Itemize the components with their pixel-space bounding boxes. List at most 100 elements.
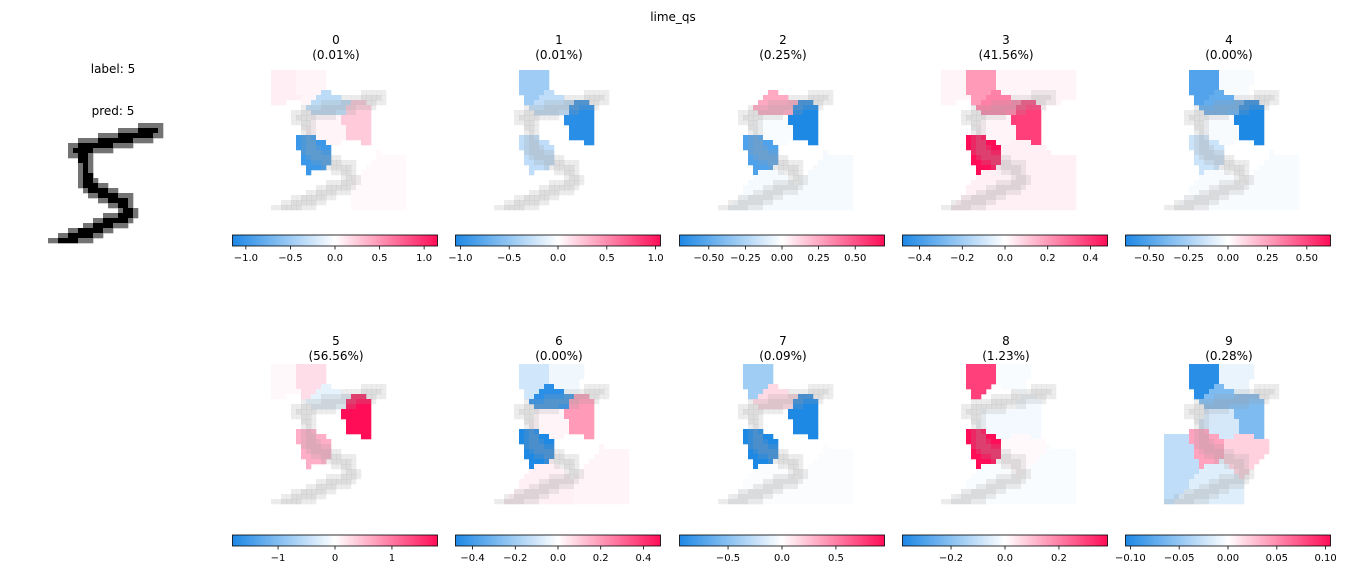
- digit-shadow-cell: [981, 115, 987, 121]
- digit-shadow-cell: [1239, 175, 1245, 181]
- digit-shadow-cell: [301, 110, 307, 116]
- digit-shadow-cell: [773, 474, 779, 480]
- colorbar-tick-label: 0.5: [372, 253, 388, 264]
- digit-shadow-cell: [524, 195, 530, 201]
- heatmap-cell: [738, 499, 744, 505]
- digit-shadow-cell: [559, 454, 565, 460]
- heatmap-cell: [1254, 200, 1260, 206]
- heatmap-cell: [823, 454, 829, 460]
- heatmap-cell: [599, 479, 605, 485]
- colorbar-tick-label: 0.0: [550, 553, 566, 564]
- heatmap-cell: [748, 449, 754, 455]
- digit-shadow-cell: [743, 110, 749, 116]
- input-pixel: [118, 128, 124, 134]
- heatmap-cell: [833, 449, 839, 455]
- heatmap-cell: [524, 135, 530, 141]
- heatmap-cell: [818, 180, 824, 186]
- heatmap-cell: [276, 95, 282, 101]
- heatmap-cell: [1056, 100, 1062, 106]
- digit-shadow-cell: [311, 135, 317, 141]
- digit-shadow-cell: [1184, 115, 1190, 121]
- digit-shadow-cell: [991, 195, 997, 201]
- heatmap-cell: [509, 494, 515, 500]
- heatmap-cell: [544, 70, 550, 76]
- digit-shadow-cell: [346, 180, 352, 186]
- heatmap-cell: [356, 409, 362, 415]
- heatmap-cell: [1016, 105, 1022, 111]
- heatmap-cell: [341, 115, 347, 121]
- heatmap-cell: [311, 434, 317, 440]
- heatmap-cell: [1199, 170, 1205, 176]
- heatmap-cell: [381, 175, 387, 181]
- heatmap-cell: [981, 190, 987, 196]
- heatmap-cell: [1051, 75, 1057, 81]
- digit-shadow-cell: [559, 160, 565, 166]
- digit-shadow-cell: [321, 444, 327, 450]
- heatmap-cell: [584, 464, 590, 470]
- heatmap-cell: [1016, 195, 1022, 201]
- digit-shadow-cell: [291, 489, 297, 495]
- digit-shadow-cell: [1011, 175, 1017, 181]
- heatmap-cell: [1001, 145, 1007, 151]
- heatmap-cell: [813, 474, 819, 480]
- digit-shadow-cell: [1021, 105, 1027, 111]
- heatmap-cell: [544, 444, 550, 450]
- digit-shadow-cell: [529, 404, 535, 410]
- heatmap-cell: [306, 80, 312, 86]
- heatmap-cell: [1061, 160, 1067, 166]
- digit-shadow-cell: [1001, 105, 1007, 111]
- heatmap-cell: [549, 145, 555, 151]
- heatmap-cell: [1214, 185, 1220, 191]
- digit-shadow-cell: [341, 170, 347, 176]
- panel-heatmap: [718, 364, 854, 505]
- digit-shadow-cell: [544, 105, 550, 111]
- digit-shadow-cell: [1189, 195, 1195, 201]
- heatmap-cell: [1204, 165, 1210, 171]
- digit-shadow-cell: [986, 200, 992, 206]
- heatmap-cell: [758, 474, 764, 480]
- heatmap-cell: [356, 130, 362, 136]
- heatmap-cell: [356, 135, 362, 141]
- heatmap-cell: [534, 444, 540, 450]
- heatmap-cell: [783, 105, 789, 111]
- digit-shadow-cell: [351, 459, 357, 465]
- digit-shadow-cell: [296, 110, 302, 116]
- heatmap-cell: [1011, 364, 1017, 370]
- heatmap-cell: [1214, 80, 1220, 86]
- input-pixel: [78, 163, 84, 169]
- heatmap-cell: [1066, 185, 1072, 191]
- heatmap-cell: [941, 100, 947, 106]
- heatmap-cell: [351, 404, 357, 410]
- input-pixel: [118, 223, 124, 229]
- heatmap-cell: [1001, 115, 1007, 121]
- heatmap-cell: [1209, 200, 1215, 206]
- heatmap-cell: [1279, 160, 1285, 166]
- heatmap-cell: [1011, 135, 1017, 141]
- panel-class-label: 0: [332, 33, 340, 47]
- heatmap-cell: [544, 95, 550, 101]
- digit-shadow-cell: [529, 399, 535, 405]
- digit-shadow-cell: [524, 150, 530, 156]
- digit-shadow-cell: [311, 424, 317, 430]
- heatmap-cell: [1249, 120, 1255, 126]
- class-panel-0: 0(0.01%)−1.0 −0.5 0.0 0.5 1.0: [232, 33, 438, 264]
- digit-shadow-cell: [1254, 100, 1260, 106]
- heatmap-cell: [311, 130, 317, 136]
- digit-shadow-cell: [544, 110, 550, 116]
- digit-shadow-cell: [748, 489, 754, 495]
- heatmap-cell: [981, 115, 987, 121]
- digit-shadow-cell: [301, 434, 307, 440]
- heatmap-cell: [1016, 145, 1022, 151]
- heatmap-cell: [1189, 85, 1195, 91]
- heatmap-cell: [1001, 180, 1007, 186]
- digit-shadow-cell: [783, 155, 789, 161]
- digit-shadow-cell: [351, 165, 357, 171]
- heatmap-cell: [1011, 195, 1017, 201]
- heatmap-cell: [306, 439, 312, 445]
- heatmap-cell: [1036, 80, 1042, 86]
- heatmap-cell: [614, 454, 620, 460]
- digit-shadow-cell: [768, 479, 774, 485]
- heatmap-cell: [1244, 200, 1250, 206]
- heatmap-cell: [991, 120, 997, 126]
- heatmap-cell: [1011, 175, 1017, 181]
